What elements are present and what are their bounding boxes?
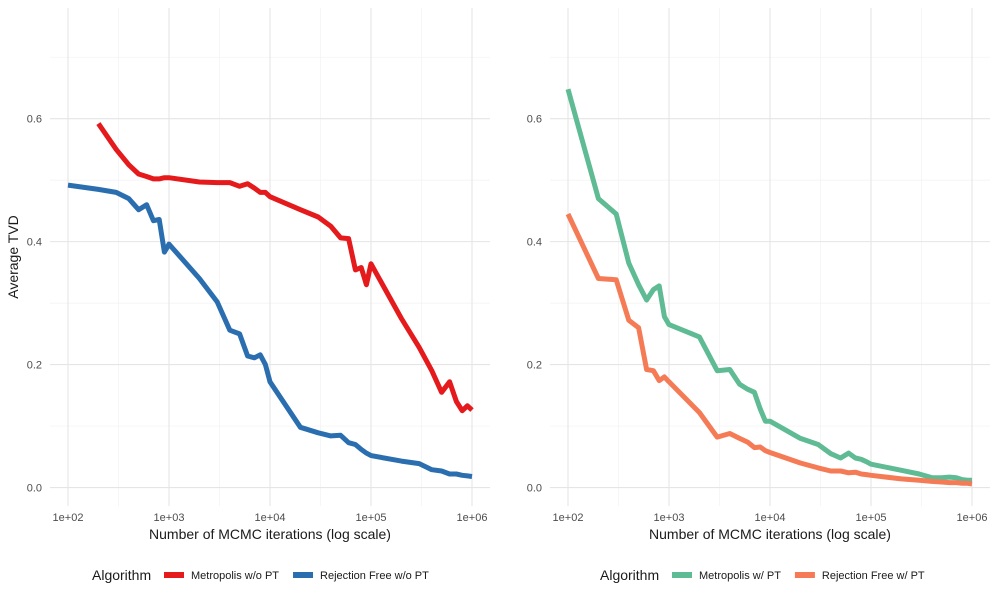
- x-tick-label: 1e+03: [654, 512, 685, 524]
- right-chart-panel: 0.0 0.2 0.4 0.6 1e+02 1e+03 1e+04 1e+05 1e+06 Num…: [527, 8, 990, 583]
- y-tick-label: 0.2: [27, 360, 42, 372]
- legend: Algorithm Metropolis w/ PT Rejection Free …: [600, 567, 925, 583]
- x-tick-label: 1e+02: [53, 512, 84, 524]
- x-tick-label: 1e+05: [856, 512, 887, 524]
- x-tick-label: 1e+04: [255, 512, 286, 524]
- legend-title: Algorithm: [600, 567, 659, 583]
- y-tick-label: 0.6: [527, 114, 542, 126]
- y-tick-label: 0.4: [527, 237, 542, 249]
- y-tick-label: 0.0: [27, 483, 42, 495]
- x-tick-label: 1e+04: [755, 512, 786, 524]
- x-tick-label: 1e+06: [957, 512, 988, 524]
- y-tick-label: 0.6: [27, 114, 42, 126]
- y-tick-label: 0.4: [27, 237, 42, 249]
- x-tick-label: 1e+02: [553, 512, 584, 524]
- series-line: [96, 122, 474, 414]
- x-tick-label: 1e+05: [356, 512, 387, 524]
- legend-label: Metropolis w/ PT: [699, 570, 781, 582]
- legend-title: Algorithm: [92, 567, 151, 583]
- series-line: [565, 88, 972, 483]
- y-tick-label: 0.2: [527, 360, 542, 372]
- legend-label: Rejection Free w/o PT: [320, 570, 429, 582]
- x-axis-title: Number of MCMC iterations (log scale): [149, 526, 391, 542]
- x-tick-label: 1e+06: [457, 512, 488, 524]
- x-tick-label: 1e+03: [154, 512, 185, 524]
- series-line: [67, 182, 473, 479]
- x-axis-title: Number of MCMC iterations (log scale): [649, 526, 891, 542]
- y-axis-title: Average TVD: [5, 215, 21, 299]
- series-line: [565, 212, 973, 487]
- legend: Algorithm Metropolis w/o PT Rejection Free…: [92, 567, 429, 583]
- legend-label: Metropolis w/o PT: [191, 570, 279, 582]
- left-chart-panel: 0.0 0.2 0.4 0.6 1e+02 1e+03 1e+04 1e+05 1e+06 Num…: [5, 8, 490, 583]
- y-tick-label: 0.0: [527, 483, 542, 495]
- legend-label: Rejection Free w/ PT: [822, 570, 925, 582]
